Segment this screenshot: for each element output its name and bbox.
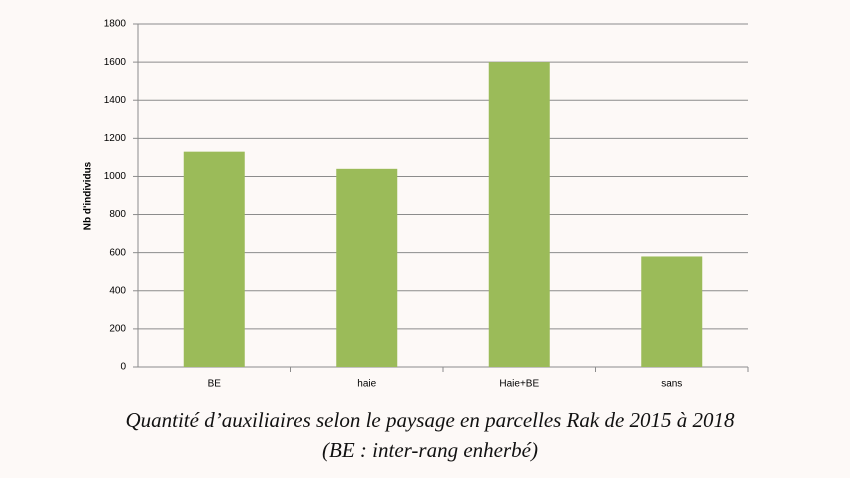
y-tick-label: 1400 xyxy=(104,95,127,106)
y-axis-label: Nb d'individus xyxy=(83,161,94,230)
bar xyxy=(183,151,245,367)
y-tick-label: 400 xyxy=(109,285,126,296)
bar xyxy=(641,256,703,367)
x-tick-label: BE xyxy=(208,379,222,390)
y-tick-label: 0 xyxy=(120,362,126,373)
chart-caption: Quantité d’auxiliaires selon le paysage … xyxy=(125,408,735,462)
x-tick-label: Haie+BE xyxy=(499,379,539,390)
y-tick-label: 800 xyxy=(109,209,126,220)
x-tick-label: sans xyxy=(661,379,682,390)
bar xyxy=(336,168,398,367)
chart: Nb d'individus 0 200 400 600 800 1000 1200 1400… xyxy=(83,19,749,390)
y-tick-label: 200 xyxy=(109,324,126,335)
x-tick-label: haie xyxy=(357,379,376,390)
y-tick-label: 1000 xyxy=(104,171,127,182)
y-tick-label: 1800 xyxy=(104,19,127,30)
y-tick-label: 600 xyxy=(109,247,126,258)
y-tick-label: 1600 xyxy=(104,57,127,68)
bar xyxy=(488,62,550,367)
y-tick-label: 1200 xyxy=(104,133,127,144)
